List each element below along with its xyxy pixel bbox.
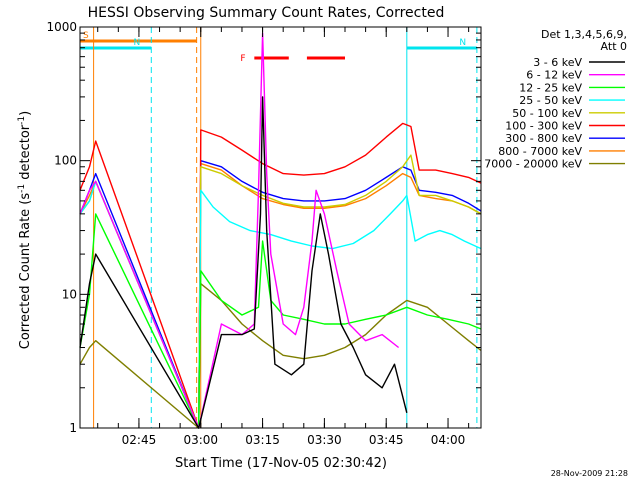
y-tick-label: 1000 (46, 20, 77, 34)
legend-header-2: Att 0 (601, 40, 627, 53)
legend-label: 800 - 7000 keV (498, 145, 582, 158)
chart-title: HESSI Observing Summary Count Rates, Cor… (88, 5, 445, 21)
chart: HESSI Observing Summary Count Rates, Cor… (0, 0, 640, 480)
x-tick-label: 02:45 (122, 433, 157, 447)
y-tick-label: 1 (69, 421, 77, 435)
legend-label: 25 - 50 keV (519, 94, 582, 107)
x-tick-label: 04:00 (431, 433, 466, 447)
legend-label: 6 - 12 keV (526, 69, 582, 82)
x-tick-label: 03:00 (183, 433, 218, 447)
legend-label: 300 - 800 keV (505, 132, 582, 145)
legend-label: 3 - 6 keV (533, 56, 582, 69)
date-stamp: 28-Nov-2009 21:28 (551, 469, 628, 478)
y-axis-label: Corrected Count Rate (s-1 detector-1) (17, 111, 33, 349)
legend-label: 50 - 100 keV (512, 107, 582, 120)
y-tick-label: 100 (54, 154, 77, 168)
flag-label-N: N (459, 38, 466, 48)
y-tick-label: 10 (62, 287, 77, 301)
flag-label-N: N (133, 38, 140, 48)
x-tick-label: 03:15 (245, 433, 280, 447)
legend-label: 7000 - 20000 keV (484, 158, 582, 171)
x-tick-label: 03:45 (369, 433, 404, 447)
x-axis-label: Start Time (17-Nov-05 02:30:42) (175, 456, 387, 471)
flag-label-F: F (240, 54, 245, 64)
legend-label: 12 - 25 keV (519, 81, 582, 94)
x-tick-label: 03:30 (307, 433, 342, 447)
legend-label: 100 - 300 keV (505, 120, 582, 133)
